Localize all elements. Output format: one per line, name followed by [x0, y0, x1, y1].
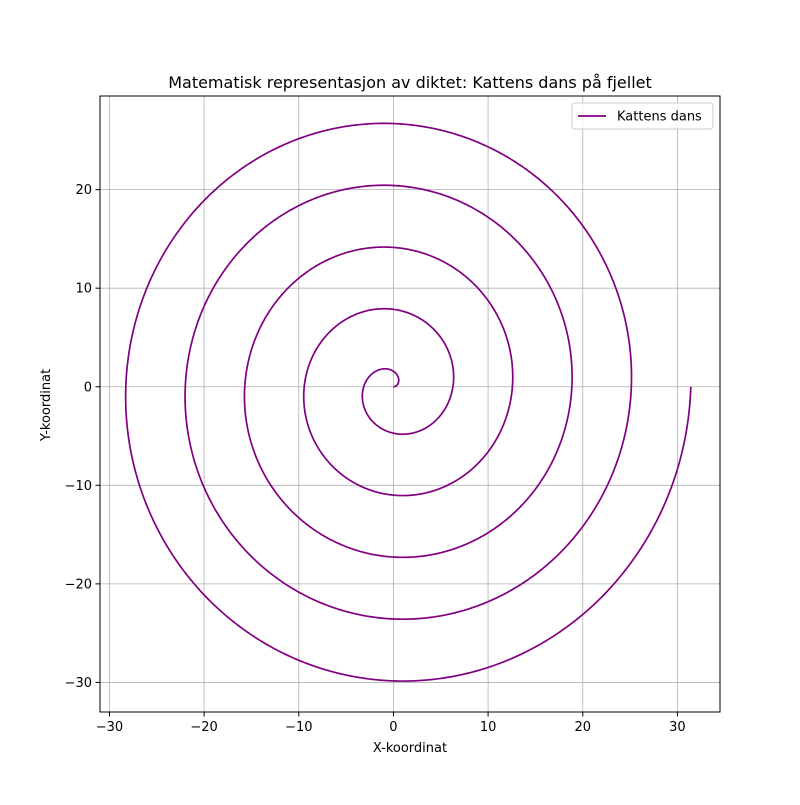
- chart-title: Matematisk representasjon av diktet: Kat…: [168, 73, 652, 92]
- series-line-kattens-dans: [124, 122, 692, 682]
- grid: [100, 96, 720, 712]
- legend-box: [571, 102, 714, 130]
- plot-frame: [99, 95, 721, 713]
- y-tick-label: 0: [84, 380, 92, 395]
- y-axis-label: Y-koordinat: [39, 369, 54, 442]
- y-tick-label: −20: [65, 577, 92, 592]
- x-tick-label: 20: [574, 720, 591, 735]
- x-axis-label: X-koordinat: [373, 741, 447, 756]
- legend: Kattens dans: [571, 102, 714, 130]
- y-tick-label: 20: [75, 183, 92, 198]
- x-tick-label: −10: [285, 720, 312, 735]
- legend-label-kattens-dans: Kattens dans: [617, 110, 702, 125]
- x-tick-label: 0: [389, 720, 397, 735]
- y-tick-label: 10: [75, 282, 92, 297]
- x-tick-label: −20: [190, 720, 217, 735]
- axis-ticks: −30 −20 −10 0 10 20 30 −30 −20 −10 0 10 20: [65, 183, 686, 735]
- x-tick-label: −30: [96, 720, 123, 735]
- y-tick-label: −30: [65, 676, 92, 691]
- y-tick-label: −10: [65, 479, 92, 494]
- x-tick-label: 30: [669, 720, 686, 735]
- x-tick-label: 10: [480, 720, 497, 735]
